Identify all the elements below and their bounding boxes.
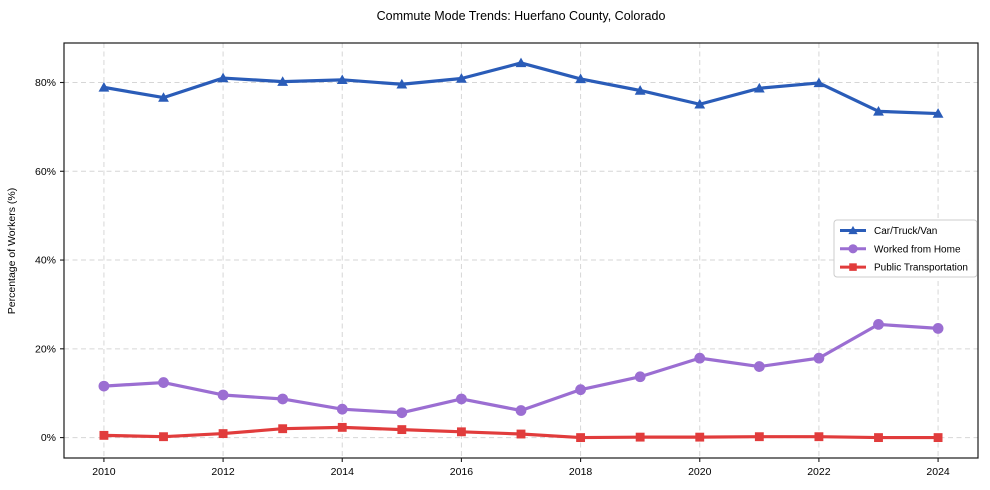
circle-marker — [336, 403, 348, 415]
legend-item: Car/Truck/Van — [840, 225, 937, 237]
circle-marker — [158, 377, 169, 388]
triangle-marker — [694, 98, 706, 109]
triangle-marker — [456, 73, 467, 83]
triangle-marker — [277, 76, 289, 86]
triangle-marker — [813, 77, 825, 88]
circle-marker — [575, 384, 586, 396]
triangle-marker — [98, 81, 110, 92]
circle-marker — [813, 352, 825, 364]
triangle-marker — [873, 105, 884, 116]
x-tick-label: 2024 — [926, 466, 950, 478]
triangle-marker — [515, 57, 527, 68]
circle-marker — [277, 393, 289, 405]
square-marker — [576, 433, 586, 443]
x-tick-label: 2014 — [331, 466, 355, 478]
legend-item: Worked from Home — [840, 244, 961, 255]
circle-marker — [634, 371, 646, 383]
circle-marker — [217, 389, 229, 401]
square-marker — [814, 432, 824, 442]
square-marker — [337, 422, 347, 432]
circle-marker — [848, 244, 858, 254]
x-tick-label: 2016 — [450, 466, 474, 478]
triangle-marker — [396, 78, 408, 89]
circle-marker — [396, 407, 408, 419]
circle-marker — [694, 352, 706, 364]
x-tick-label: 2010 — [92, 466, 116, 478]
y-tick-label: 80% — [35, 77, 56, 89]
data-series — [98, 57, 944, 443]
axis-ticks: 2010 2012 2014 2016 2018 2020 2022 2024 0% 20% 40%… — [35, 77, 950, 478]
square-marker — [456, 427, 466, 437]
triangle-marker — [634, 85, 646, 95]
square-marker — [933, 433, 943, 443]
square-marker — [874, 433, 883, 443]
series-public-transportation — [99, 422, 943, 443]
triangle-marker — [932, 108, 944, 118]
y-tick-label: 0% — [41, 432, 56, 444]
legend-label: Car/Truck/Van — [874, 226, 937, 237]
x-tick-label: 2018 — [569, 466, 593, 478]
triangle-marker — [158, 92, 169, 102]
circle-marker — [932, 322, 944, 334]
triangle-marker — [848, 225, 858, 235]
circle-marker — [515, 405, 527, 416]
square-marker — [278, 424, 288, 434]
square-marker — [849, 263, 857, 271]
triangle-marker — [217, 72, 229, 83]
triangle-marker — [575, 73, 586, 84]
square-marker — [695, 432, 705, 442]
legend-label: Public Transportation — [874, 263, 968, 274]
y-tick-label: 20% — [35, 343, 56, 355]
circle-marker — [753, 361, 765, 372]
square-marker — [218, 429, 228, 439]
plot-border — [63, 42, 979, 459]
triangle-marker — [753, 82, 765, 93]
legend-item: Public Transportation — [840, 263, 968, 274]
x-tick-label: 2012 — [211, 466, 235, 478]
y-tick-label: 60% — [35, 166, 56, 178]
y-tick-label: 40% — [35, 255, 56, 267]
square-marker — [635, 432, 645, 442]
series-worked-from-home — [98, 319, 944, 419]
square-marker — [754, 432, 764, 442]
circle-marker — [456, 393, 467, 405]
legend-label: Worked from Home — [874, 244, 961, 255]
series-car-truck-van — [98, 57, 944, 118]
square-marker — [516, 429, 526, 439]
legend-box — [833, 219, 978, 278]
y-axis-label: Percentage of Workers (%) — [6, 188, 18, 314]
square-marker — [99, 430, 109, 440]
x-tick-label: 2020 — [688, 466, 712, 478]
square-marker — [159, 432, 168, 442]
x-tick-label: 2022 — [807, 466, 831, 478]
series-line — [102, 61, 940, 116]
circle-marker — [98, 380, 110, 392]
legend: Car/Truck/Van Worked from Home Public Tran… — [833, 219, 978, 278]
triangle-marker — [336, 74, 348, 85]
circle-marker — [873, 319, 884, 330]
chart-title: Commute Mode Trends: Huerfano County, Co… — [377, 9, 666, 23]
series-line — [102, 322, 940, 415]
square-marker — [397, 425, 407, 435]
